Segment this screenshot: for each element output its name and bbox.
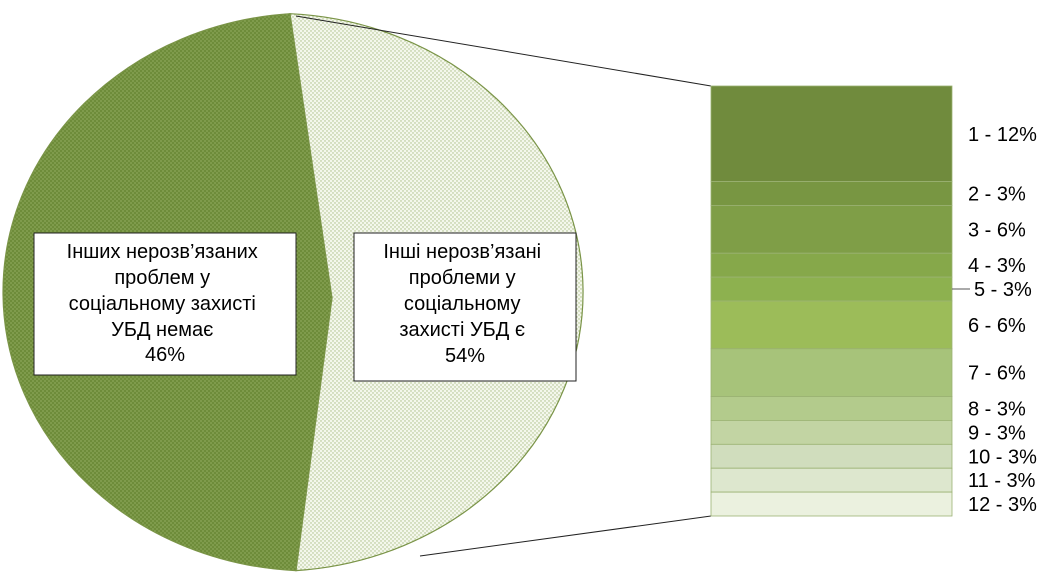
breakdown-segment-12 [710, 491, 953, 517]
breakdown-segment-4 [710, 252, 953, 278]
breakdown-segment-6 [710, 300, 953, 350]
breakdown-stack [710, 85, 953, 517]
breakdown-segment-5 [710, 276, 953, 302]
breakdown-segment-7 [710, 348, 953, 397]
breakdown-segment-11 [710, 467, 953, 493]
breakdown-label-12: 12 - 3% [968, 494, 1037, 516]
breakdown-segment-3 [710, 205, 953, 254]
breakdown-label-7: 7 - 6% [968, 363, 1026, 385]
breakdown-label-9: 9 - 3% [968, 422, 1026, 444]
label-no-problems-text: Інших нерозв’язаних проблем у соціальном… [67, 241, 264, 366]
breakdown-label-11: 11 - 3% [968, 470, 1036, 492]
breakdown-label-2: 2 - 3% [968, 184, 1026, 206]
breakdown-label-10: 10 - 3% [968, 446, 1037, 468]
breakdown-label-6: 6 - 6% [968, 315, 1026, 337]
value-label-no-problems: 46% [145, 344, 185, 366]
breakdown-segment-10 [710, 443, 953, 469]
label-box-no-problems-bg [33, 232, 297, 376]
breakdown-label-4: 4 - 3% [968, 255, 1026, 277]
label-problems-exist-text: Інші нерозв’язані проблеми у соціальному… [383, 241, 546, 367]
breakdown-segment-2 [710, 181, 953, 206]
label-box-problems-exist-bg [353, 232, 577, 382]
label-box-no-problems: Інших нерозв’язаних проблем у соціальном… [33, 232, 297, 376]
breakdown-segment-9 [710, 420, 953, 445]
breakdown-segment-1 [710, 85, 953, 182]
connector-line-top [295, 15, 712, 87]
connector-line-bottom [419, 515, 712, 557]
breakdown-label-1: 1 - 12% [968, 124, 1037, 146]
breakdown-segment-8 [710, 396, 953, 421]
label-box-problems-exist: Інші нерозв’язані проблеми у соціальному… [353, 232, 577, 382]
breakdown-label-5: 5 - 3% [974, 279, 1032, 301]
breakdown-label-8: 8 - 3% [968, 399, 1026, 421]
breakdown-label-3: 3 - 6% [968, 219, 1026, 241]
breakdown-labels: 1 - 12% 2 - 3% 3 - 6% 4 - 3%5 - 3% 6 - 6% 7 -… [952, 124, 1037, 516]
connector-lines [295, 15, 712, 557]
value-label-problems-exist: 54% [445, 345, 485, 367]
